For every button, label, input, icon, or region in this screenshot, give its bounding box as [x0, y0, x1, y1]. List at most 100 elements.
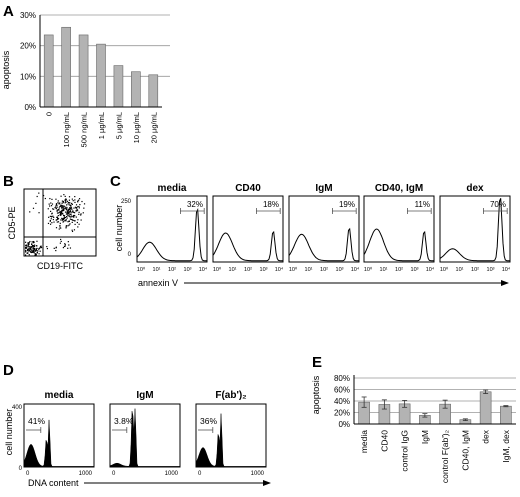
- panel-b-event-dot: [62, 209, 64, 212]
- panel-b-event-dot: [47, 208, 49, 210]
- panel-b-event-dot: [80, 214, 82, 216]
- panel-d-histogram-fill: [23, 419, 95, 468]
- panel-a-bar: [78, 34, 89, 108]
- panel-b-event-dot: [78, 199, 80, 201]
- panel-d-ytick-top: 400: [12, 405, 23, 411]
- panel-b-event-dot: [75, 210, 77, 212]
- panel-b-event-dot: [58, 228, 60, 230]
- panel-a-category-label: 20 µg/mL: [149, 112, 158, 143]
- panel-b-event-dot: [58, 209, 60, 211]
- panel-c-plot-frame: [212, 195, 284, 263]
- panel-b-event-dot: [79, 203, 81, 206]
- panel-e-category-label: media: [359, 430, 369, 453]
- panel-b-event-dot: [56, 209, 58, 212]
- panel-b-event-dot: [25, 244, 27, 247]
- panel-b-event-dot: [66, 206, 68, 209]
- panel-c-subpanel-title: dex: [466, 183, 484, 194]
- panel-e-category-label: dex: [481, 429, 491, 443]
- panel-c-xtick-label: 10¹: [229, 267, 237, 273]
- panel-d-plot-frame: [109, 403, 181, 468]
- panel-b-event-dot: [78, 205, 80, 208]
- panel-e-category-label: control IgG: [400, 430, 410, 472]
- panel-b-event-dot: [29, 211, 31, 213]
- panel-b-event-dot: [56, 210, 58, 212]
- panel-b-event-dot: [73, 212, 76, 214]
- panel-b-event-dot: [57, 212, 59, 214]
- panel-d-histograms: cell number 400 0 media 41% 0 1000 IgM 3.8% 0 1…: [4, 390, 271, 488]
- panel-c-xtick-label: 10¹: [305, 267, 313, 273]
- panel-b-frame: [23, 188, 97, 257]
- panel-b-event-dot: [66, 200, 69, 202]
- panel-b-event-dot: [65, 201, 67, 203]
- panel-b-event-dot: [70, 207, 72, 209]
- panel-b-event-dot: [53, 216, 55, 218]
- panel-b-event-dot: [73, 229, 76, 231]
- panel-e-ytick-label: 0%: [338, 420, 350, 429]
- panel-b-event-dot: [30, 249, 32, 251]
- panel-b-event-dot: [60, 211, 62, 213]
- panel-c-histogram-trace: [288, 227, 359, 262]
- panel-b-event-dot: [62, 200, 65, 203]
- panel-b-event-dot: [64, 208, 66, 210]
- panel-b-event-dot: [73, 207, 75, 209]
- panel-c-gate-percent: 11%: [415, 200, 430, 209]
- panel-b-event-dot: [55, 246, 57, 248]
- panel-b-event-dot: [75, 204, 78, 206]
- panel-b-event-dot: [60, 205, 62, 207]
- panel-b-event-dot: [78, 211, 80, 213]
- panel-b-event-dot: [51, 216, 53, 218]
- panel-b-event-dot: [59, 214, 61, 216]
- panel-b-event-dot: [61, 219, 63, 221]
- panel-b-event-dot: [61, 212, 64, 214]
- panel-b-event-dot: [50, 205, 53, 207]
- panel-b-event-dot: [67, 215, 69, 217]
- panel-b-event-dot: [65, 220, 67, 222]
- panel-b-xlabel: CD19-FITC: [37, 261, 84, 271]
- panel-b-event-dot: [33, 241, 35, 244]
- panel-b-event-dot: [75, 216, 77, 218]
- panel-d-gate-percent: 41%: [28, 416, 45, 426]
- panel-b-event-dot: [67, 225, 69, 227]
- panel-b-event-dot: [76, 210, 78, 212]
- panel-c-xtick-label: 10⁴: [502, 266, 511, 273]
- panel-a-ylabel: apoptosis: [1, 50, 11, 89]
- panel-e-ytick-label: 80%: [334, 374, 350, 383]
- panel-b-event-dot: [55, 249, 57, 252]
- panel-a-bar: [148, 74, 159, 108]
- panel-b-event-dot: [64, 208, 66, 210]
- panel-b-event-dot: [56, 204, 58, 206]
- panel-b-event-dot: [39, 250, 41, 252]
- panel-b-event-dot: [68, 212, 70, 214]
- panel-b-event-dot: [63, 216, 65, 218]
- panel-b-event-dot: [62, 209, 64, 211]
- panel-b-event-dot: [30, 251, 32, 253]
- panel-c-gate-percent: 18%: [263, 200, 279, 209]
- panel-b-event-dot: [25, 254, 27, 256]
- panel-c-ytick-zero: 0: [128, 252, 132, 258]
- panel-b-event-dot: [42, 194, 45, 197]
- panel-b-event-dot: [77, 201, 79, 203]
- panel-b-event-dot: [50, 202, 52, 204]
- panel-b-event-dot: [69, 202, 71, 204]
- panel-c-xtick-label: 10¹: [380, 267, 388, 273]
- panel-letter-c: C: [110, 173, 121, 190]
- panel-b-event-dot: [69, 207, 71, 209]
- panel-b-event-dot: [76, 209, 79, 211]
- panel-b-event-dot: [65, 199, 67, 201]
- panel-b-event-dot: [74, 220, 76, 222]
- panel-d-xtick-label: 1000: [165, 471, 179, 477]
- panel-b-event-dot: [63, 215, 66, 217]
- panel-b-event-dot: [28, 254, 30, 256]
- panel-b-event-dot: [31, 241, 33, 243]
- panel-b-event-dot: [25, 251, 27, 253]
- panel-c-xtick-label: 10³: [260, 267, 268, 273]
- panel-b-event-dot: [55, 203, 58, 206]
- panel-b-event-dot: [59, 205, 61, 208]
- panel-b-event-dot: [40, 245, 42, 247]
- panel-b-event-dot: [66, 211, 68, 213]
- panel-b-event-dot: [61, 210, 64, 212]
- panel-b-event-dot: [64, 206, 67, 208]
- panel-b-event-dot: [61, 209, 63, 211]
- panel-c-ytick-top: 250: [121, 199, 132, 205]
